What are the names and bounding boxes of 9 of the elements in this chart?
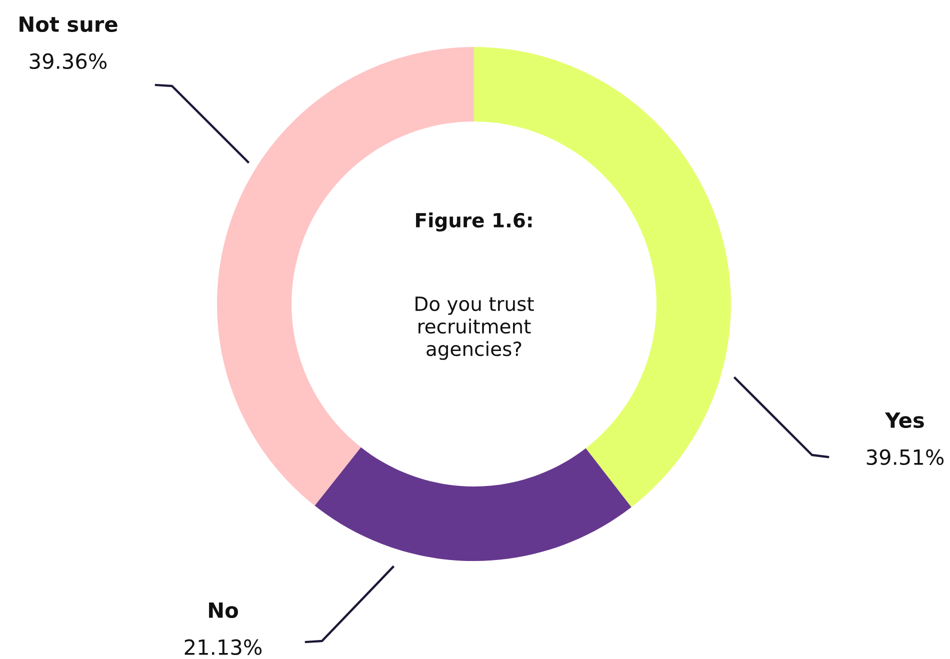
- data-label: 21.13%: [184, 639, 262, 656]
- data-label: 39.36%: [30, 53, 107, 70]
- slice-label: Yes: [884, 412, 924, 428]
- slice-label: No: [209, 602, 238, 618]
- text: Figure 1.6:: [416, 212, 532, 232]
- data-label: 39.51%: [866, 449, 944, 466]
- donut-slice: [314, 447, 632, 561]
- slice-label: Not sure: [20, 16, 118, 32]
- text: Do you trust recruitment agencies?: [416, 296, 534, 360]
